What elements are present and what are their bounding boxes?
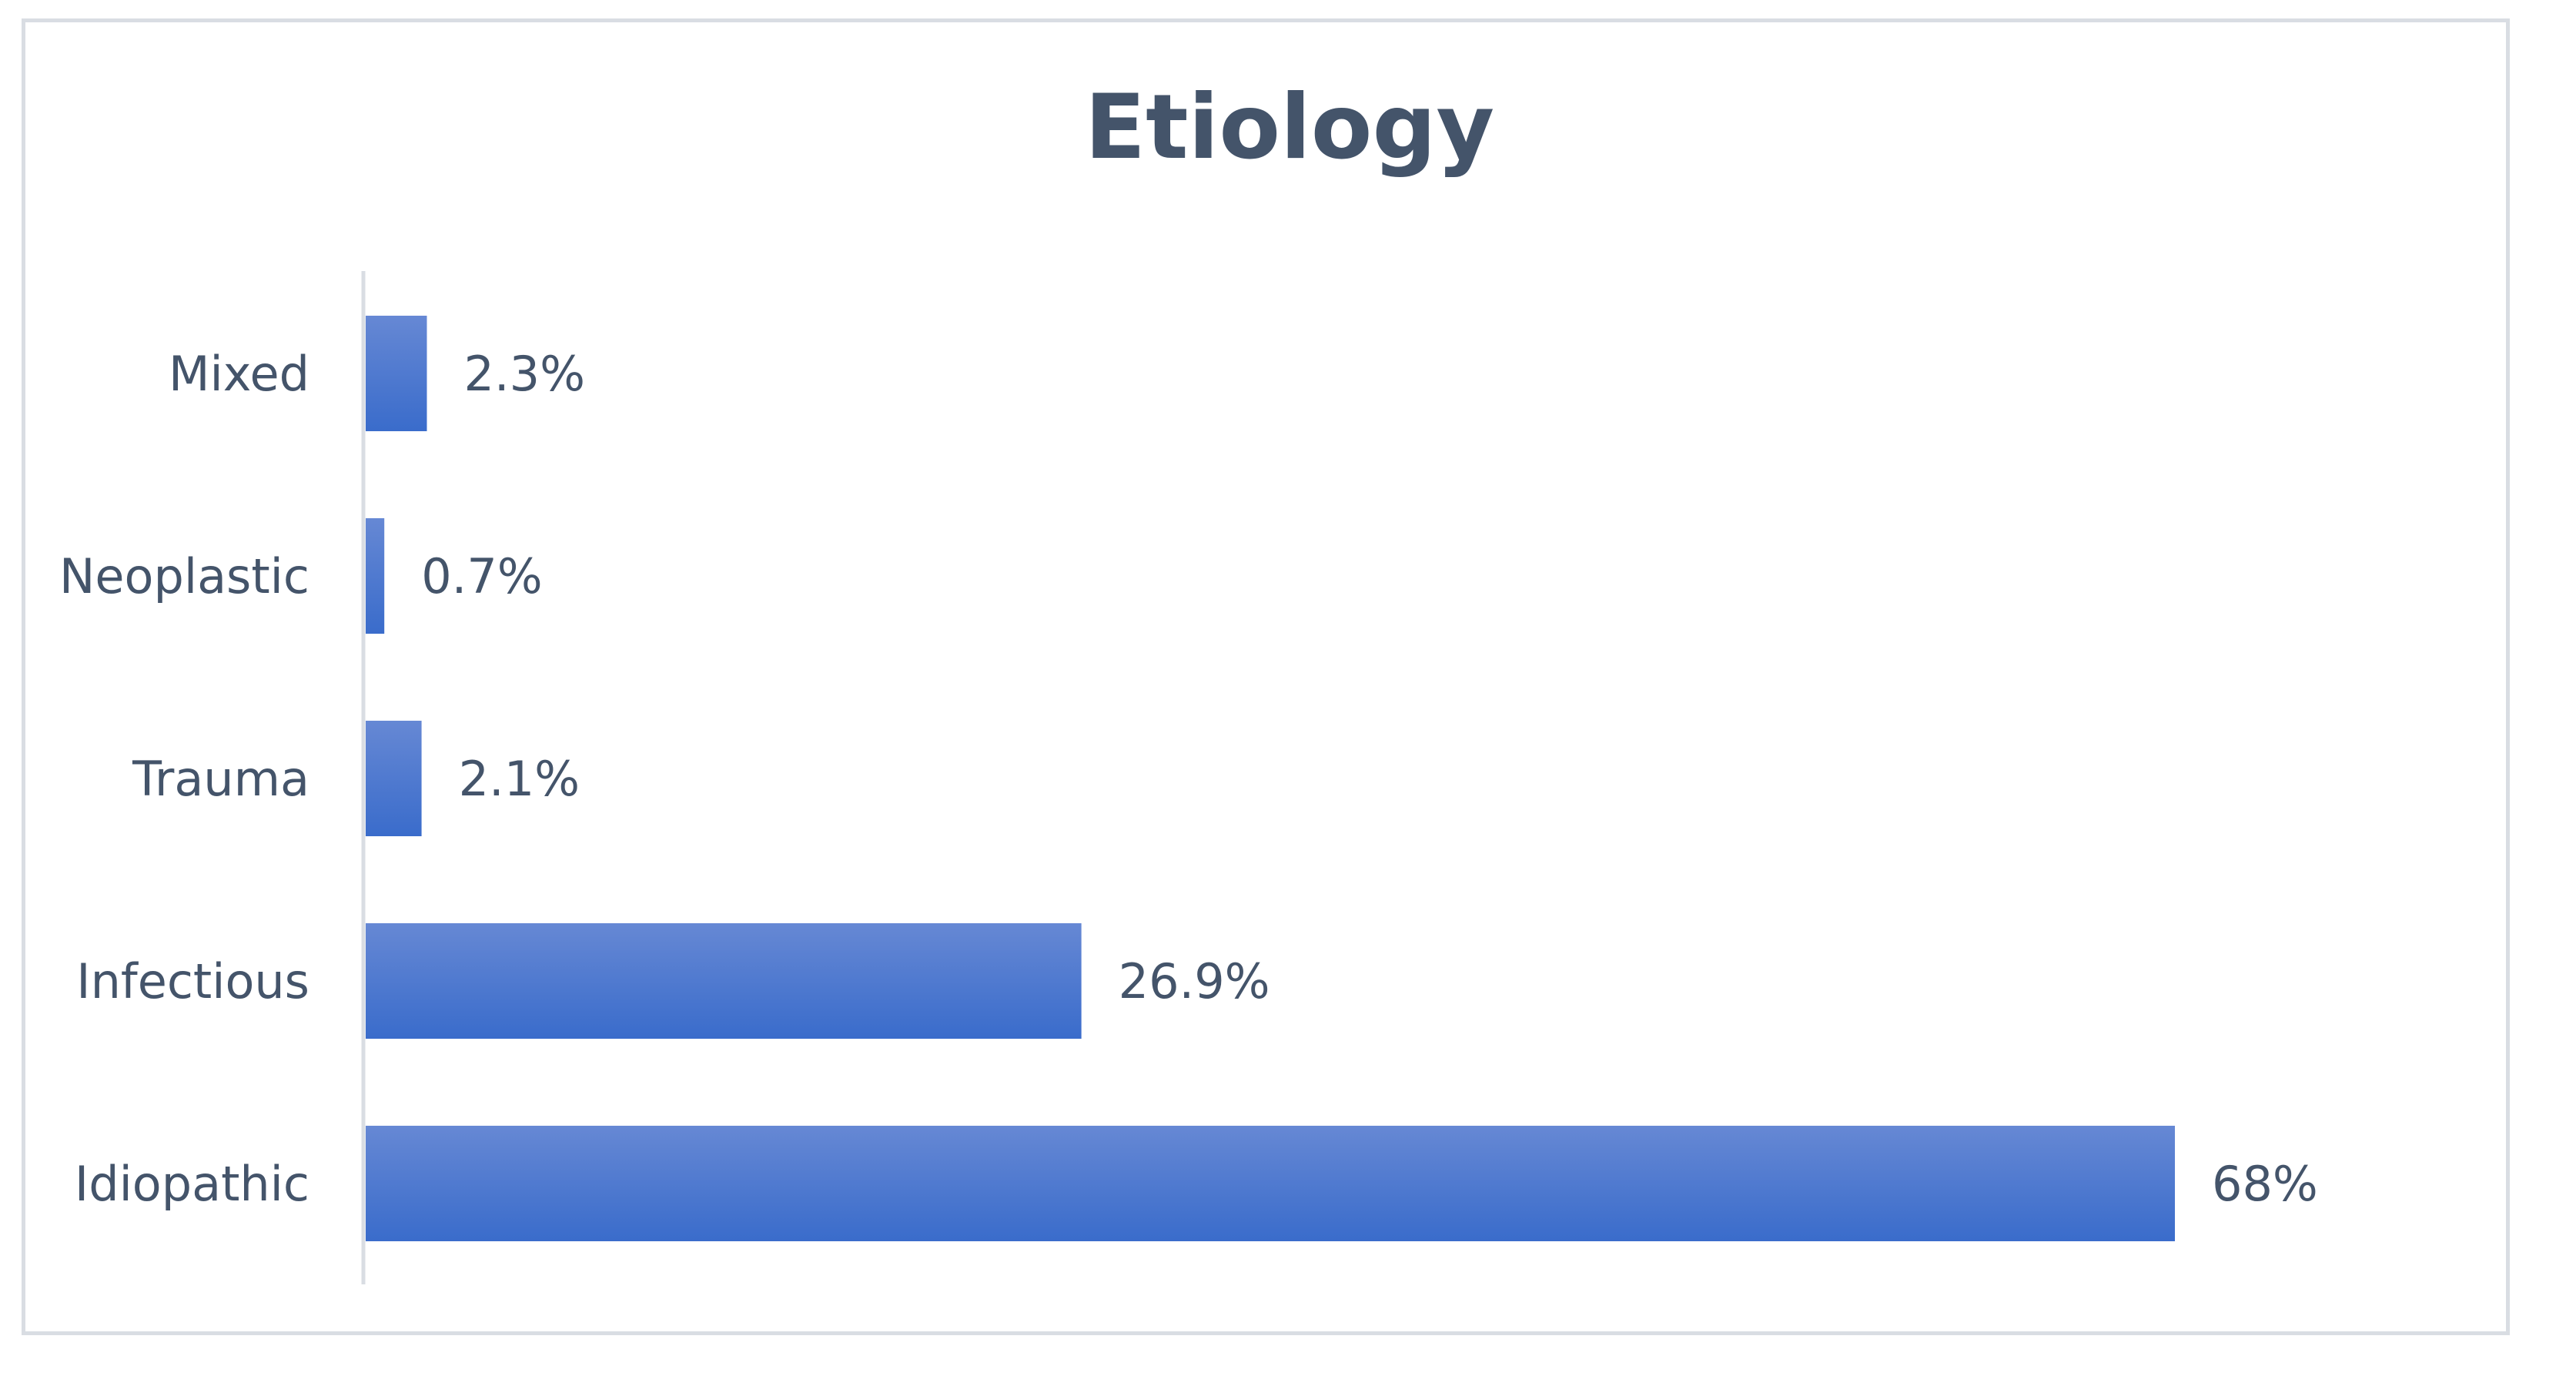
data-label-trauma: 2.1% <box>459 751 580 807</box>
data-label-neoplastic: 0.7% <box>421 548 543 604</box>
category-label-infectious: Infectious <box>76 953 309 1009</box>
chart-frame <box>22 18 2510 1335</box>
data-label-infectious: 26.9% <box>1119 953 1270 1009</box>
data-label-idiopathic: 68% <box>2212 1156 2318 1212</box>
category-label-mixed: Mixed <box>169 346 309 402</box>
chart-title: Etiology <box>1085 75 1494 179</box>
category-label-idiopathic: Idiopathic <box>75 1156 309 1212</box>
data-label-mixed: 2.3% <box>463 346 585 402</box>
bars-layer <box>366 316 2175 1241</box>
bar-trauma <box>366 721 422 836</box>
bar-neoplastic <box>366 518 385 634</box>
category-label-neoplastic: Neoplastic <box>59 548 309 604</box>
bar-idiopathic <box>366 1126 2175 1241</box>
bar-mixed <box>366 316 427 431</box>
labels-layer: Mixed 2.3% Neoplastic 0.7% Trauma 2.1% Infecti… <box>59 346 2318 1212</box>
category-label-trauma: Trauma <box>132 751 309 807</box>
bar-infectious <box>366 923 1082 1039</box>
